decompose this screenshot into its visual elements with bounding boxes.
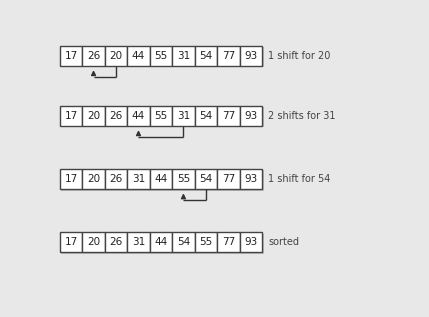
Text: 17: 17 [64,237,78,247]
FancyBboxPatch shape [150,46,172,66]
Text: 1 shift for 20: 1 shift for 20 [268,51,331,61]
FancyBboxPatch shape [60,232,82,252]
Text: 77: 77 [222,237,235,247]
FancyBboxPatch shape [105,46,127,66]
FancyBboxPatch shape [217,46,240,66]
Text: sorted: sorted [268,237,299,247]
Text: 93: 93 [244,174,257,184]
Text: 55: 55 [154,111,168,121]
Text: 54: 54 [199,174,212,184]
FancyBboxPatch shape [217,169,240,189]
FancyBboxPatch shape [105,232,127,252]
Text: 26: 26 [109,174,123,184]
FancyBboxPatch shape [240,232,262,252]
Text: 77: 77 [222,51,235,61]
FancyBboxPatch shape [60,106,82,126]
Text: 26: 26 [109,111,123,121]
FancyBboxPatch shape [82,169,105,189]
FancyBboxPatch shape [217,106,240,126]
Text: 17: 17 [64,51,78,61]
FancyBboxPatch shape [240,106,262,126]
FancyBboxPatch shape [195,232,217,252]
FancyBboxPatch shape [61,47,264,67]
Text: 93: 93 [244,111,257,121]
Text: 55: 55 [199,237,212,247]
Text: 20: 20 [87,111,100,121]
Text: 17: 17 [64,111,78,121]
Text: 54: 54 [199,111,212,121]
FancyBboxPatch shape [61,234,264,254]
FancyBboxPatch shape [195,169,217,189]
Text: 44: 44 [154,174,168,184]
FancyBboxPatch shape [150,169,172,189]
Text: 44: 44 [132,111,145,121]
Text: 77: 77 [222,174,235,184]
Text: 54: 54 [177,237,190,247]
FancyBboxPatch shape [127,106,150,126]
FancyBboxPatch shape [105,106,127,126]
FancyBboxPatch shape [127,232,150,252]
FancyBboxPatch shape [240,46,262,66]
FancyBboxPatch shape [172,106,195,126]
Text: 26: 26 [109,237,123,247]
Text: 20: 20 [109,51,123,61]
Text: 26: 26 [87,51,100,61]
FancyBboxPatch shape [61,107,264,127]
FancyBboxPatch shape [60,46,82,66]
FancyBboxPatch shape [195,106,217,126]
FancyBboxPatch shape [150,106,172,126]
FancyBboxPatch shape [172,169,195,189]
FancyBboxPatch shape [82,232,105,252]
FancyBboxPatch shape [105,169,127,189]
FancyBboxPatch shape [127,46,150,66]
Text: 2 shifts for 31: 2 shifts for 31 [268,111,336,121]
Text: 93: 93 [244,51,257,61]
Text: 77: 77 [222,111,235,121]
FancyBboxPatch shape [195,46,217,66]
FancyBboxPatch shape [82,106,105,126]
FancyBboxPatch shape [172,46,195,66]
Text: 44: 44 [154,237,168,247]
FancyBboxPatch shape [172,232,195,252]
FancyBboxPatch shape [82,46,105,66]
Text: 31: 31 [132,174,145,184]
Text: 93: 93 [244,237,257,247]
Text: 20: 20 [87,237,100,247]
Text: 44: 44 [132,51,145,61]
Text: 17: 17 [64,174,78,184]
Text: 54: 54 [199,51,212,61]
FancyBboxPatch shape [217,232,240,252]
FancyBboxPatch shape [61,171,264,191]
Text: 31: 31 [177,51,190,61]
FancyBboxPatch shape [240,169,262,189]
Text: 1 shift for 54: 1 shift for 54 [268,174,331,184]
Text: 31: 31 [132,237,145,247]
Text: 55: 55 [177,174,190,184]
FancyBboxPatch shape [127,169,150,189]
FancyBboxPatch shape [150,232,172,252]
Text: 20: 20 [87,174,100,184]
Text: 55: 55 [154,51,168,61]
FancyBboxPatch shape [60,169,82,189]
Text: 31: 31 [177,111,190,121]
